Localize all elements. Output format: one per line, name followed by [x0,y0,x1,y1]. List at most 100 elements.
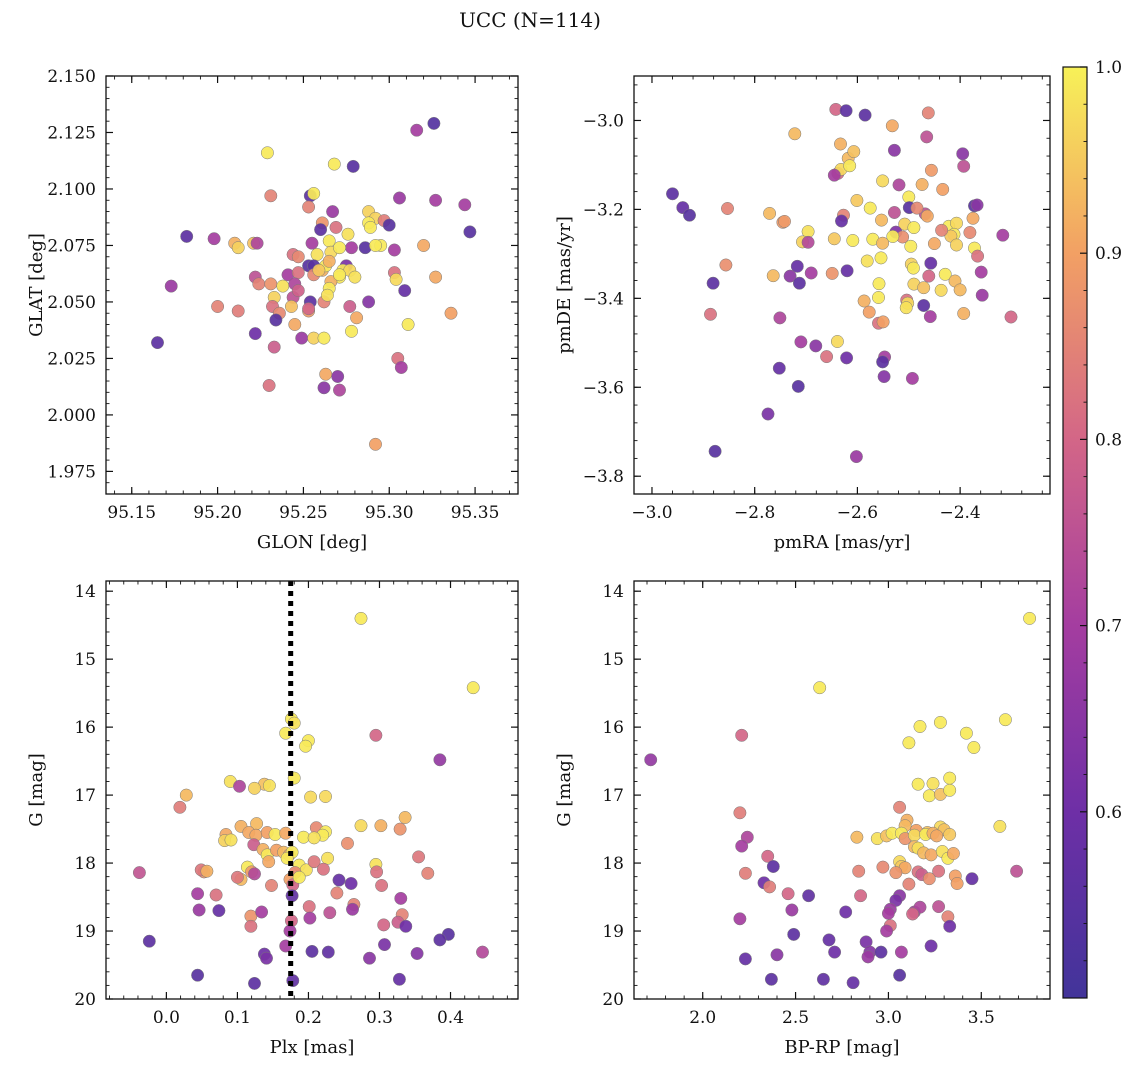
scatter-point [880,924,894,938]
scatter-point [248,976,261,990]
scatter-point [302,900,316,914]
scatter-point [192,903,206,917]
scatter-point [915,178,929,191]
y-tick-label: 2.050 [47,293,96,313]
x-axis-label: Plx [mas] [270,1037,355,1058]
scatter-point [417,239,431,252]
scatter-point [761,407,775,421]
scatter-point [889,866,903,880]
scatter-point [369,437,382,451]
scatter-point [738,952,752,966]
scatter-point [317,381,331,395]
y-tick-label: 17 [602,786,624,806]
scatter-point [922,872,936,886]
scatter-point [303,911,317,925]
scatter-point [284,300,298,313]
scatter-point [735,839,749,853]
x-tick-label: −2.6 [837,503,878,523]
scatter-point [333,241,346,255]
y-tick-label: 14 [74,582,96,602]
scatter-point [287,716,301,730]
scatter-point [967,741,981,754]
scatter-point [975,288,989,302]
scatter-point [933,715,947,729]
scatter-point [956,147,970,161]
panel-radec: 95.15 95.20 95.25 95.30 95.35 1.975 2.000 2.025… [26,67,519,553]
scatter-point [173,800,187,814]
scatter-point [894,945,908,959]
scatter-point [924,256,938,270]
scatter-point [963,226,977,239]
scatter-point [924,163,938,177]
scatter-point [887,143,901,157]
scatter-point [264,189,278,203]
scatter-point [783,269,797,283]
x-tick-label: 0.4 [437,1008,464,1028]
scatter-point [923,310,937,324]
scatter-point [207,232,221,246]
colorbar-tick-label: 1.0 [1095,58,1122,78]
scatter-point [965,872,979,886]
scatter-point [827,232,841,246]
scatter-point [387,243,401,257]
scatter-point [333,268,346,282]
scatter-point [331,370,345,383]
scatter-point [932,864,946,878]
scatter-point [860,254,874,268]
scatter-point [906,261,920,275]
scatter-point [401,318,415,331]
scatter-point [876,860,890,874]
scatter-point [262,379,276,392]
scatter-point [233,779,246,793]
scatter-point [644,753,658,767]
scatter-point [910,201,924,215]
axes-frame [633,580,1051,1000]
y-tick-label: 16 [74,718,96,738]
scatter-point [427,116,441,130]
scatter-point [872,277,886,291]
scatter-point [212,904,226,918]
scatter-point [332,873,346,887]
scatter-point [885,119,899,133]
scatter-point [764,972,778,986]
scatter-point [350,311,364,325]
scatter-point [323,906,337,920]
scatter-point [946,847,960,860]
y-tick-label: −3.0 [583,111,624,131]
x-tick-label: 0.0 [153,1008,180,1028]
scatter-point [348,270,362,284]
scatter-point [429,193,443,207]
scatter-point [846,976,860,990]
scatter-point [302,302,316,316]
scatter-point [847,145,861,159]
scatter-point [231,304,245,318]
scatter-point [970,198,984,212]
x-axis-label: BP-RP [mag] [784,1037,899,1058]
scatter-point [269,313,283,327]
scatter-point [930,829,944,843]
scatter-point [804,266,818,280]
scatter-point [858,108,872,122]
scatter-point [466,681,480,695]
x-tick-label: 95.15 [107,503,156,523]
y-tick-label: 2.100 [47,180,96,200]
scatter-point [843,159,857,173]
scatter-point [932,900,946,914]
scatter-point [763,206,777,220]
x-tick-label: 2.5 [782,1008,809,1028]
y-tick-label: −3.4 [583,289,624,309]
y-tick-label: 15 [74,650,96,670]
scatter-point [876,236,890,250]
scatter-point [911,777,925,791]
y-axis-label: G [mag] [26,753,47,826]
scatter-point [849,450,863,464]
scatter-point [320,288,334,302]
scatter-point [132,866,146,880]
scatter-point [410,123,424,137]
scatter-point [862,305,876,319]
scatter-point [250,236,264,250]
y-tick-label: 2.000 [47,406,96,426]
panel-cmd: 2.0 2.5 3.0 3.5 14 15 16 17 18 19 20 BP-RP [mag] G [… [554,580,1051,1058]
colorbar-tick-label: 0.9 [1095,244,1122,264]
